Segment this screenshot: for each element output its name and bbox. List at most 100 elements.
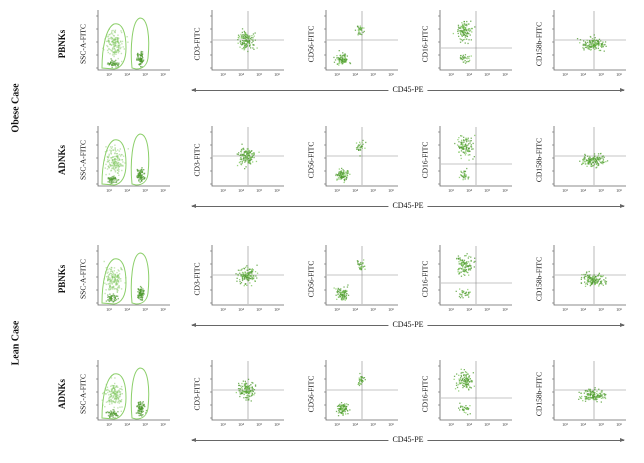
event-point xyxy=(246,395,248,397)
event-point xyxy=(597,42,600,44)
event-point xyxy=(110,44,113,46)
event-point xyxy=(459,30,461,32)
event-point xyxy=(464,294,466,297)
event-point xyxy=(457,26,460,28)
event-point xyxy=(240,43,242,45)
event-point xyxy=(591,43,593,45)
event-point xyxy=(579,397,582,399)
event-point xyxy=(140,296,142,299)
event-point xyxy=(467,373,469,375)
event-point xyxy=(239,269,241,272)
event-point xyxy=(114,389,116,391)
event-point xyxy=(344,408,347,410)
event-point xyxy=(248,160,251,162)
event-point xyxy=(114,277,116,280)
event-point xyxy=(592,165,594,167)
event-point xyxy=(464,56,466,58)
event-point xyxy=(243,152,245,154)
event-point xyxy=(594,37,596,39)
event-point xyxy=(251,271,254,273)
plot-area xyxy=(438,245,512,306)
event-point xyxy=(464,379,466,382)
event-point xyxy=(114,158,116,160)
event-point xyxy=(251,276,253,278)
event-point xyxy=(235,273,237,275)
event-point xyxy=(113,272,115,275)
event-point xyxy=(595,158,597,160)
event-point xyxy=(464,26,466,29)
event-point xyxy=(138,405,141,407)
event-point xyxy=(112,414,115,417)
event-point xyxy=(114,158,116,160)
event-point xyxy=(458,295,461,298)
event-point xyxy=(464,371,467,373)
event-point xyxy=(120,46,122,49)
event-point xyxy=(251,392,253,394)
x-tick-label: 10⁵ xyxy=(256,422,263,427)
event-point xyxy=(460,368,462,370)
event-point xyxy=(112,295,114,297)
event-point xyxy=(460,150,463,152)
event-point xyxy=(356,148,358,150)
event-point xyxy=(601,390,603,392)
event-point xyxy=(112,391,114,394)
event-point xyxy=(108,403,111,405)
event-point xyxy=(593,164,595,167)
event-point xyxy=(593,163,596,165)
event-point xyxy=(254,280,256,282)
event-point xyxy=(248,154,250,156)
event-point xyxy=(464,170,466,172)
event-point xyxy=(118,273,121,275)
event-point xyxy=(341,175,343,178)
event-point xyxy=(113,163,115,165)
event-point xyxy=(242,34,244,36)
event-point xyxy=(117,164,120,167)
event-point xyxy=(122,161,124,163)
event-point xyxy=(358,146,360,148)
event-point xyxy=(104,151,107,153)
event-point xyxy=(238,161,241,164)
event-point xyxy=(115,282,117,284)
event-point xyxy=(110,286,112,288)
event-point xyxy=(112,48,114,50)
event-point xyxy=(464,382,466,385)
event-point xyxy=(110,400,112,402)
event-point xyxy=(113,177,115,180)
event-point xyxy=(595,282,597,284)
event-point xyxy=(116,172,119,174)
event-point xyxy=(111,37,114,39)
event-point xyxy=(111,59,113,61)
event-point xyxy=(586,279,588,281)
event-point xyxy=(470,137,472,139)
event-point xyxy=(461,371,463,374)
event-point xyxy=(594,388,596,391)
event-point xyxy=(140,178,142,180)
event-point xyxy=(241,154,244,156)
event-point xyxy=(594,46,596,48)
event-point xyxy=(242,274,244,276)
x-tick-label: 10⁶ xyxy=(160,188,167,193)
event-point xyxy=(467,137,469,139)
event-point xyxy=(358,144,360,146)
event-point xyxy=(256,272,259,274)
event-point xyxy=(594,393,596,396)
event-point xyxy=(588,163,590,165)
event-point xyxy=(462,56,464,58)
event-point xyxy=(109,146,112,148)
event-point xyxy=(116,394,118,396)
event-point xyxy=(245,46,247,48)
event-point xyxy=(468,23,470,25)
event-point xyxy=(114,38,116,40)
event-point xyxy=(120,400,122,402)
event-point xyxy=(468,268,470,270)
event-point xyxy=(109,391,111,393)
event-point xyxy=(114,41,117,43)
event-point xyxy=(599,395,601,397)
event-point xyxy=(459,145,461,147)
event-point xyxy=(576,38,579,40)
event-point xyxy=(341,58,343,61)
event-point xyxy=(346,409,349,412)
event-point xyxy=(122,165,124,167)
event-point xyxy=(107,388,109,391)
event-point xyxy=(110,295,112,298)
